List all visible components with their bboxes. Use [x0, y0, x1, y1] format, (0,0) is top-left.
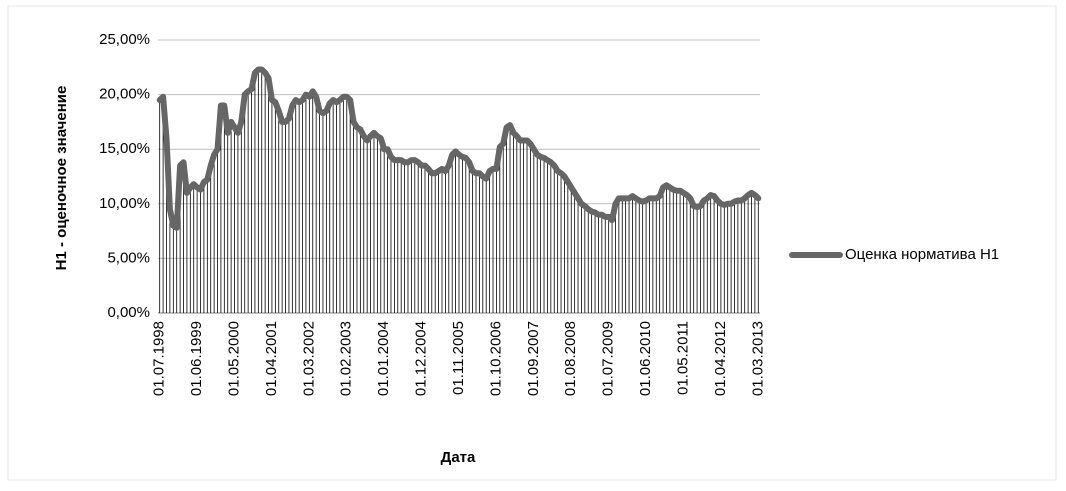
x-tick-label: 01.02.2003 [338, 321, 355, 396]
x-tick-label: 01.04.2001 [263, 321, 280, 396]
x-tick-label: 01.06.1999 [188, 321, 205, 396]
legend-label: Оценка норматива Н1 [845, 246, 999, 263]
x-tick-label: 01.11.2005 [450, 321, 467, 395]
y-axis-title: Н1 - оценочное значение [53, 86, 70, 271]
x-tick-label: 01.01.2004 [375, 321, 392, 396]
y-tick-label: 10,00% [99, 195, 150, 212]
series-line [156, 66, 762, 231]
chart-border [7, 5, 1057, 481]
y-tick-label: 0,00% [107, 304, 150, 321]
y-tick-label: 5,00% [107, 249, 150, 266]
x-tick-label: 01.07.2009 [600, 321, 617, 396]
y-tick-label: 25,00% [99, 31, 150, 48]
x-tick-label: 01.05.2011 [674, 321, 691, 395]
y-tick-label: 15,00% [99, 140, 150, 157]
x-tick-label: 01.04.2012 [712, 321, 729, 396]
x-tick-label: 01.07.1998 [151, 321, 168, 396]
x-tick-label: 01.09.2007 [525, 321, 542, 396]
x-tick-label: 01.12.2004 [413, 321, 430, 396]
x-tick-label: 01.06.2010 [637, 321, 654, 396]
y-tick-label: 20,00% [99, 86, 150, 103]
x-tick-label: 01.03.2002 [300, 321, 317, 396]
x-tick-label: 01.08.2008 [562, 321, 579, 396]
x-tick-label: 01.10.2006 [487, 321, 504, 396]
x-tick-label: 01.03.2013 [749, 321, 766, 396]
x-tick-label: 01.05.2000 [225, 321, 242, 396]
x-axis-title: Дата [441, 449, 476, 466]
